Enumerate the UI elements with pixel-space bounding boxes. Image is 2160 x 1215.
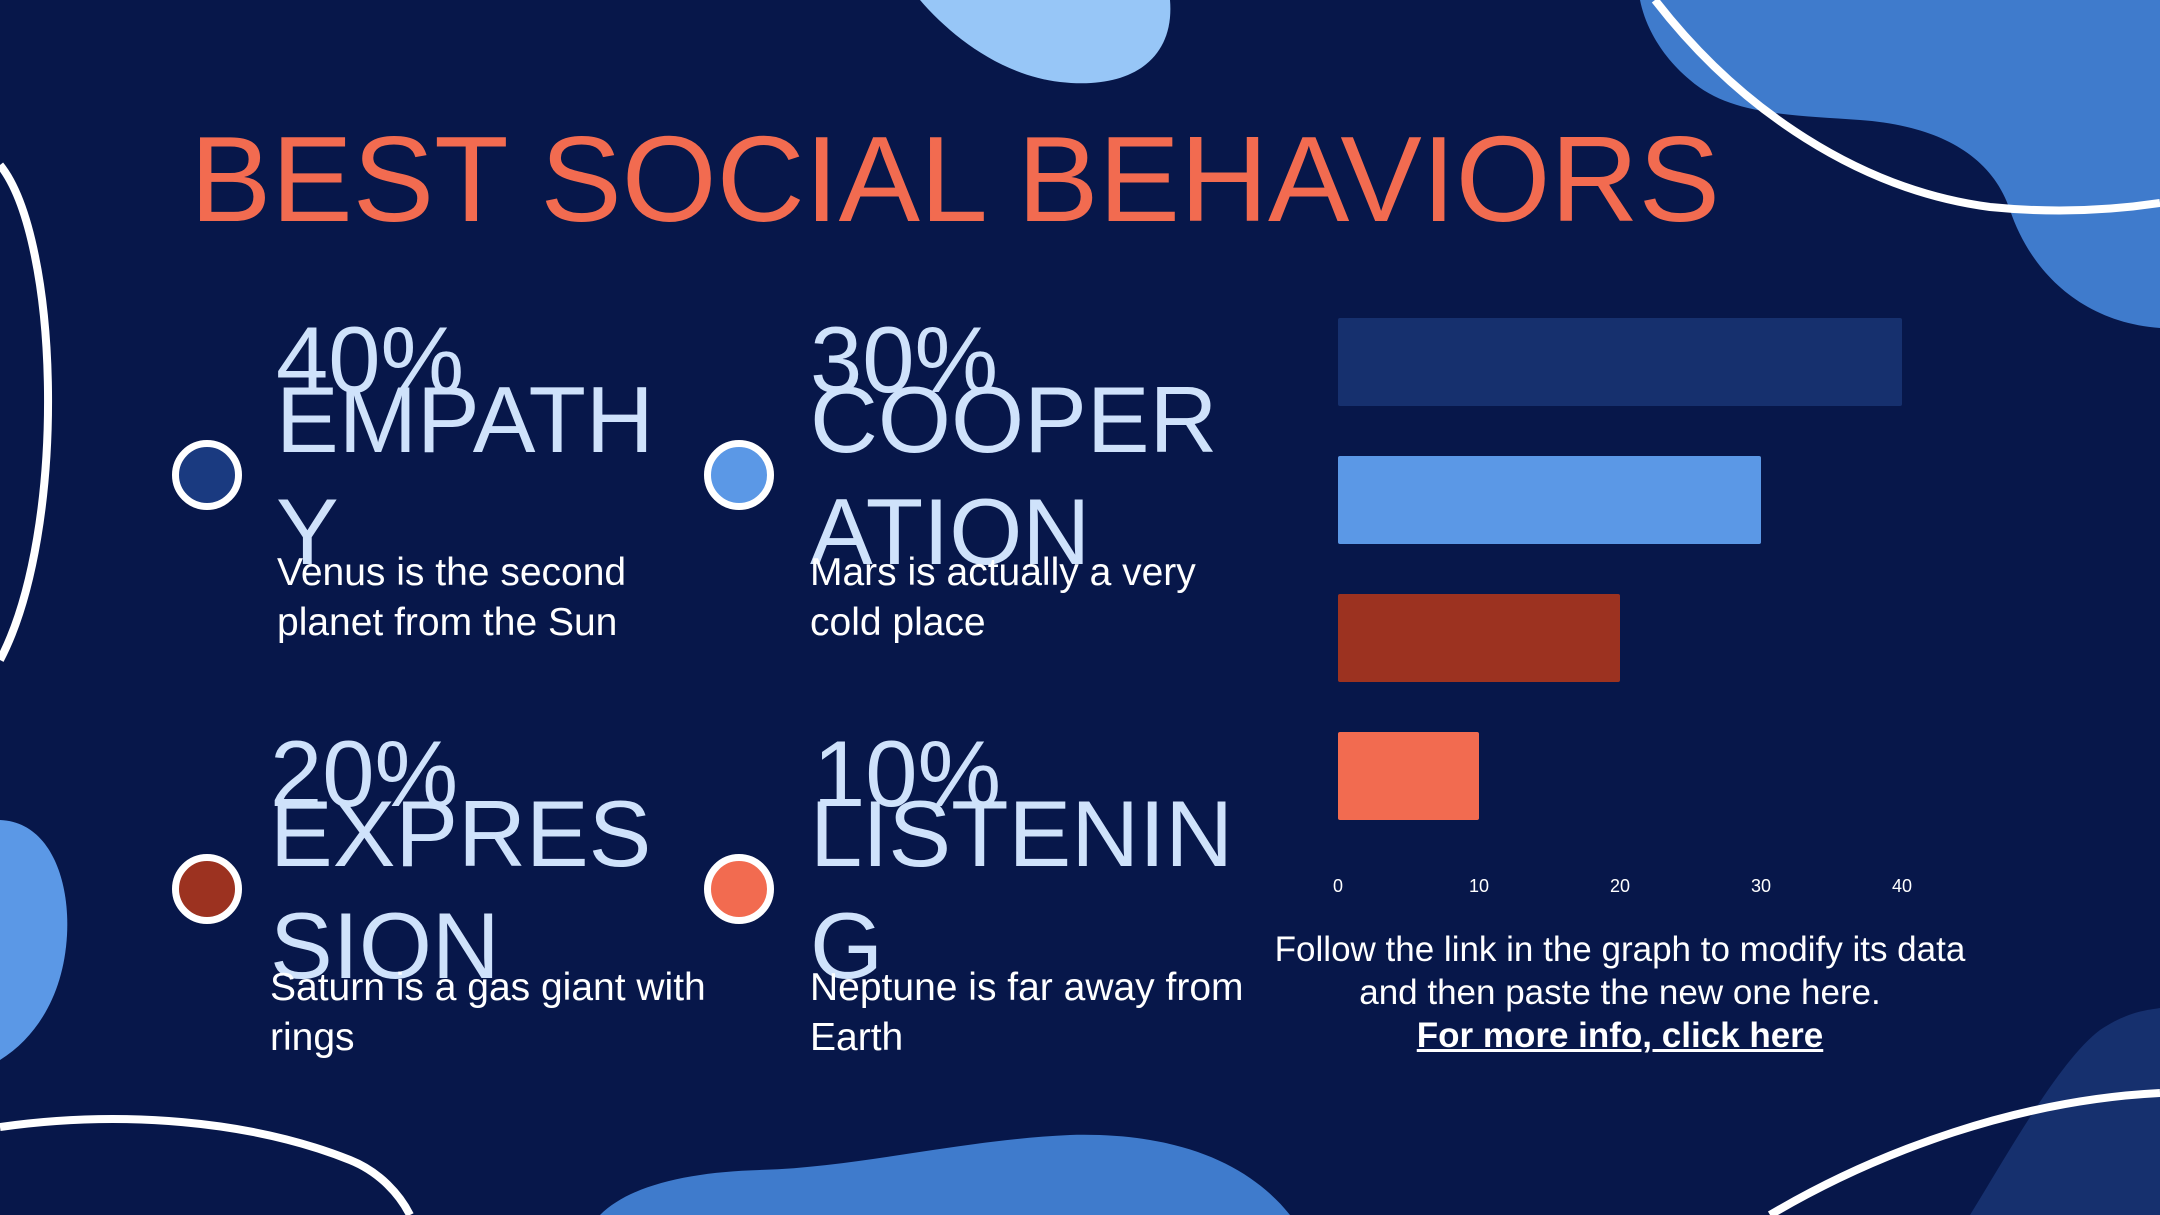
cooperation-label: COOPERATION [810,367,1218,584]
cooperation-percent: 30% [810,307,999,412]
expression-percent: 20% [270,721,459,826]
bar-expression[interactable] [1338,594,1620,682]
left-blob-shape [0,820,68,1060]
bar-chart[interactable]: 0 10 20 30 40 [1320,300,1940,900]
listening-description: Neptune is far away from Earth [810,966,1244,1059]
light-blue-blob-shape [920,0,1171,84]
listening-percent: 10% [813,721,1002,826]
expression-bullet-icon [172,854,242,924]
cooperation-bullet-icon [704,440,774,510]
bar-listening[interactable] [1338,732,1479,820]
x-tick-label: 0 [1333,876,1343,896]
top-right-blob-shape [1640,0,2160,328]
x-tick-label: 40 [1892,876,1912,896]
x-tick-label: 10 [1469,876,1489,896]
x-tick-label: 30 [1751,876,1771,896]
bottom-blob-shape [600,1134,1290,1215]
info-note: Follow the link in the graph to modify i… [1260,928,1980,1057]
listening-bullet-icon [704,854,774,924]
x-tick-label: 20 [1610,876,1630,896]
empathy-description: Venus is the second planet from the Sun [277,551,627,644]
expression-label: EXPRESSION [270,781,652,998]
cooperation-description: Mars is actually a very cold place [810,551,1196,644]
left-arc-shape [0,162,52,662]
bottom-right-arc-shape [1767,1089,2160,1215]
empathy-bullet-icon [172,440,242,510]
bar-empathy[interactable] [1338,318,1902,406]
bottom-left-arc-shape [0,1115,414,1215]
page-title: BEST SOCIAL BEHAVIORS [190,111,1721,247]
more-info-link[interactable]: For more info, click here [1416,1016,1824,1055]
top-right-arc-shape [1651,0,2160,215]
bar-cooperation[interactable] [1338,456,1761,544]
info-note-text: Follow the link in the graph to modify i… [1274,930,1966,1012]
empathy-label: EMPATHY [276,367,654,584]
bottom-right-blob-shape [1970,1008,2160,1215]
expression-description: Saturn is a gas giant with rings [270,966,706,1059]
empathy-percent: 40% [276,307,465,412]
listening-label: LISTENING [810,781,1234,998]
